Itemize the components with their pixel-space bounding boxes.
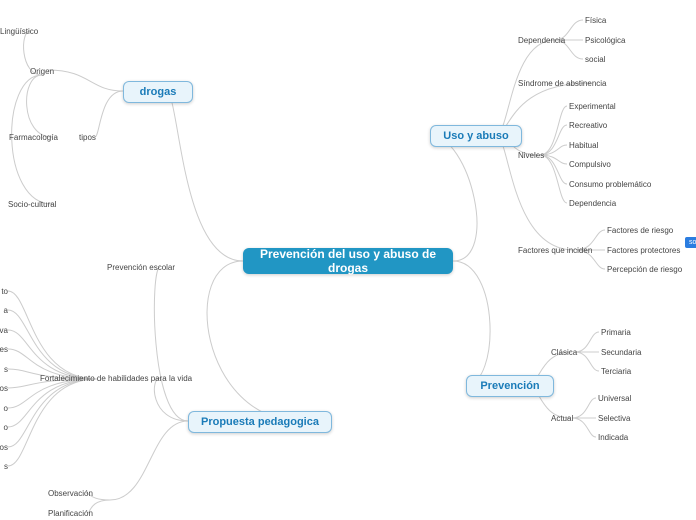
center-node[interactable]: Prevención del uso y abuso de drogas [243,248,453,274]
leaf-node[interactable]: Psicológica [585,36,625,45]
leaf-node[interactable]: Recreativo [569,121,607,130]
leaf-node[interactable]: Universal [598,394,631,403]
leaf-node[interactable]: Farmacología [9,133,58,142]
leaf-node[interactable]: social [585,55,605,64]
leaf-node[interactable]: os [0,384,8,393]
leaf-node[interactable]: Lingüístico [0,27,38,36]
leaf-node[interactable]: Habitual [569,141,598,150]
major-node-prev[interactable]: Prevención [466,375,554,397]
leaf-node[interactable]: Actual [551,414,573,423]
leaf-node[interactable]: Socio-cultural [8,200,56,209]
leaf-node[interactable]: Selectiva [598,414,630,423]
leaf-node[interactable]: tipos [79,133,96,142]
leaf-node[interactable]: Clásica [551,348,577,357]
leaf-node[interactable]: Consumo problemático [569,180,651,189]
leaf-node[interactable]: a [0,306,8,315]
leaf-node[interactable]: Física [585,16,606,25]
leaf-node[interactable]: es [0,345,8,354]
major-node-drogas[interactable]: drogas [123,81,193,103]
major-node-prop[interactable]: Propuesta pedagogica [188,411,332,433]
leaf-node[interactable]: Secundaria [601,348,641,357]
leaf-node[interactable]: Terciaria [601,367,631,376]
leaf-node[interactable]: Observación [48,489,93,498]
leaf-node[interactable]: Niveles [518,151,544,160]
leaf-node[interactable]: Dependencia [518,36,565,45]
leaf-node[interactable]: Experimental [569,102,616,111]
leaf-node[interactable]: Origen [30,67,54,76]
leaf-node[interactable]: Percepción de riesgo [607,265,682,274]
leaf-node[interactable]: Planificación [48,509,93,518]
leaf-node[interactable]: os [0,443,8,452]
leaf-node[interactable]: Síndrome de abstinencia [518,79,607,88]
major-node-uso[interactable]: Uso y abuso [430,125,522,147]
leaf-node[interactable]: Factores que inciden [518,246,592,255]
leaf-node[interactable]: Dependencia [569,199,616,208]
leaf-node[interactable]: to [0,287,8,296]
leaf-node[interactable]: s [0,462,8,471]
leaf-node[interactable]: Factores de riesgo [607,226,673,235]
leaf-node[interactable]: Fortalecimiento de habilidades para la v… [40,374,192,383]
leaf-node[interactable]: s [0,365,8,374]
leaf-node[interactable]: o [0,423,8,432]
leaf-node[interactable]: Compulsivo [569,160,611,169]
leaf-node[interactable]: o [0,404,8,413]
leaf-node[interactable]: Prevención escolar [107,263,175,272]
leaf-node[interactable]: Indicada [598,433,628,442]
leaf-node[interactable]: Factores protectores [607,246,680,255]
leaf-node[interactable]: va [0,326,8,335]
floating-tag[interactable]: sor [685,237,696,248]
leaf-node[interactable]: Primaria [601,328,631,337]
